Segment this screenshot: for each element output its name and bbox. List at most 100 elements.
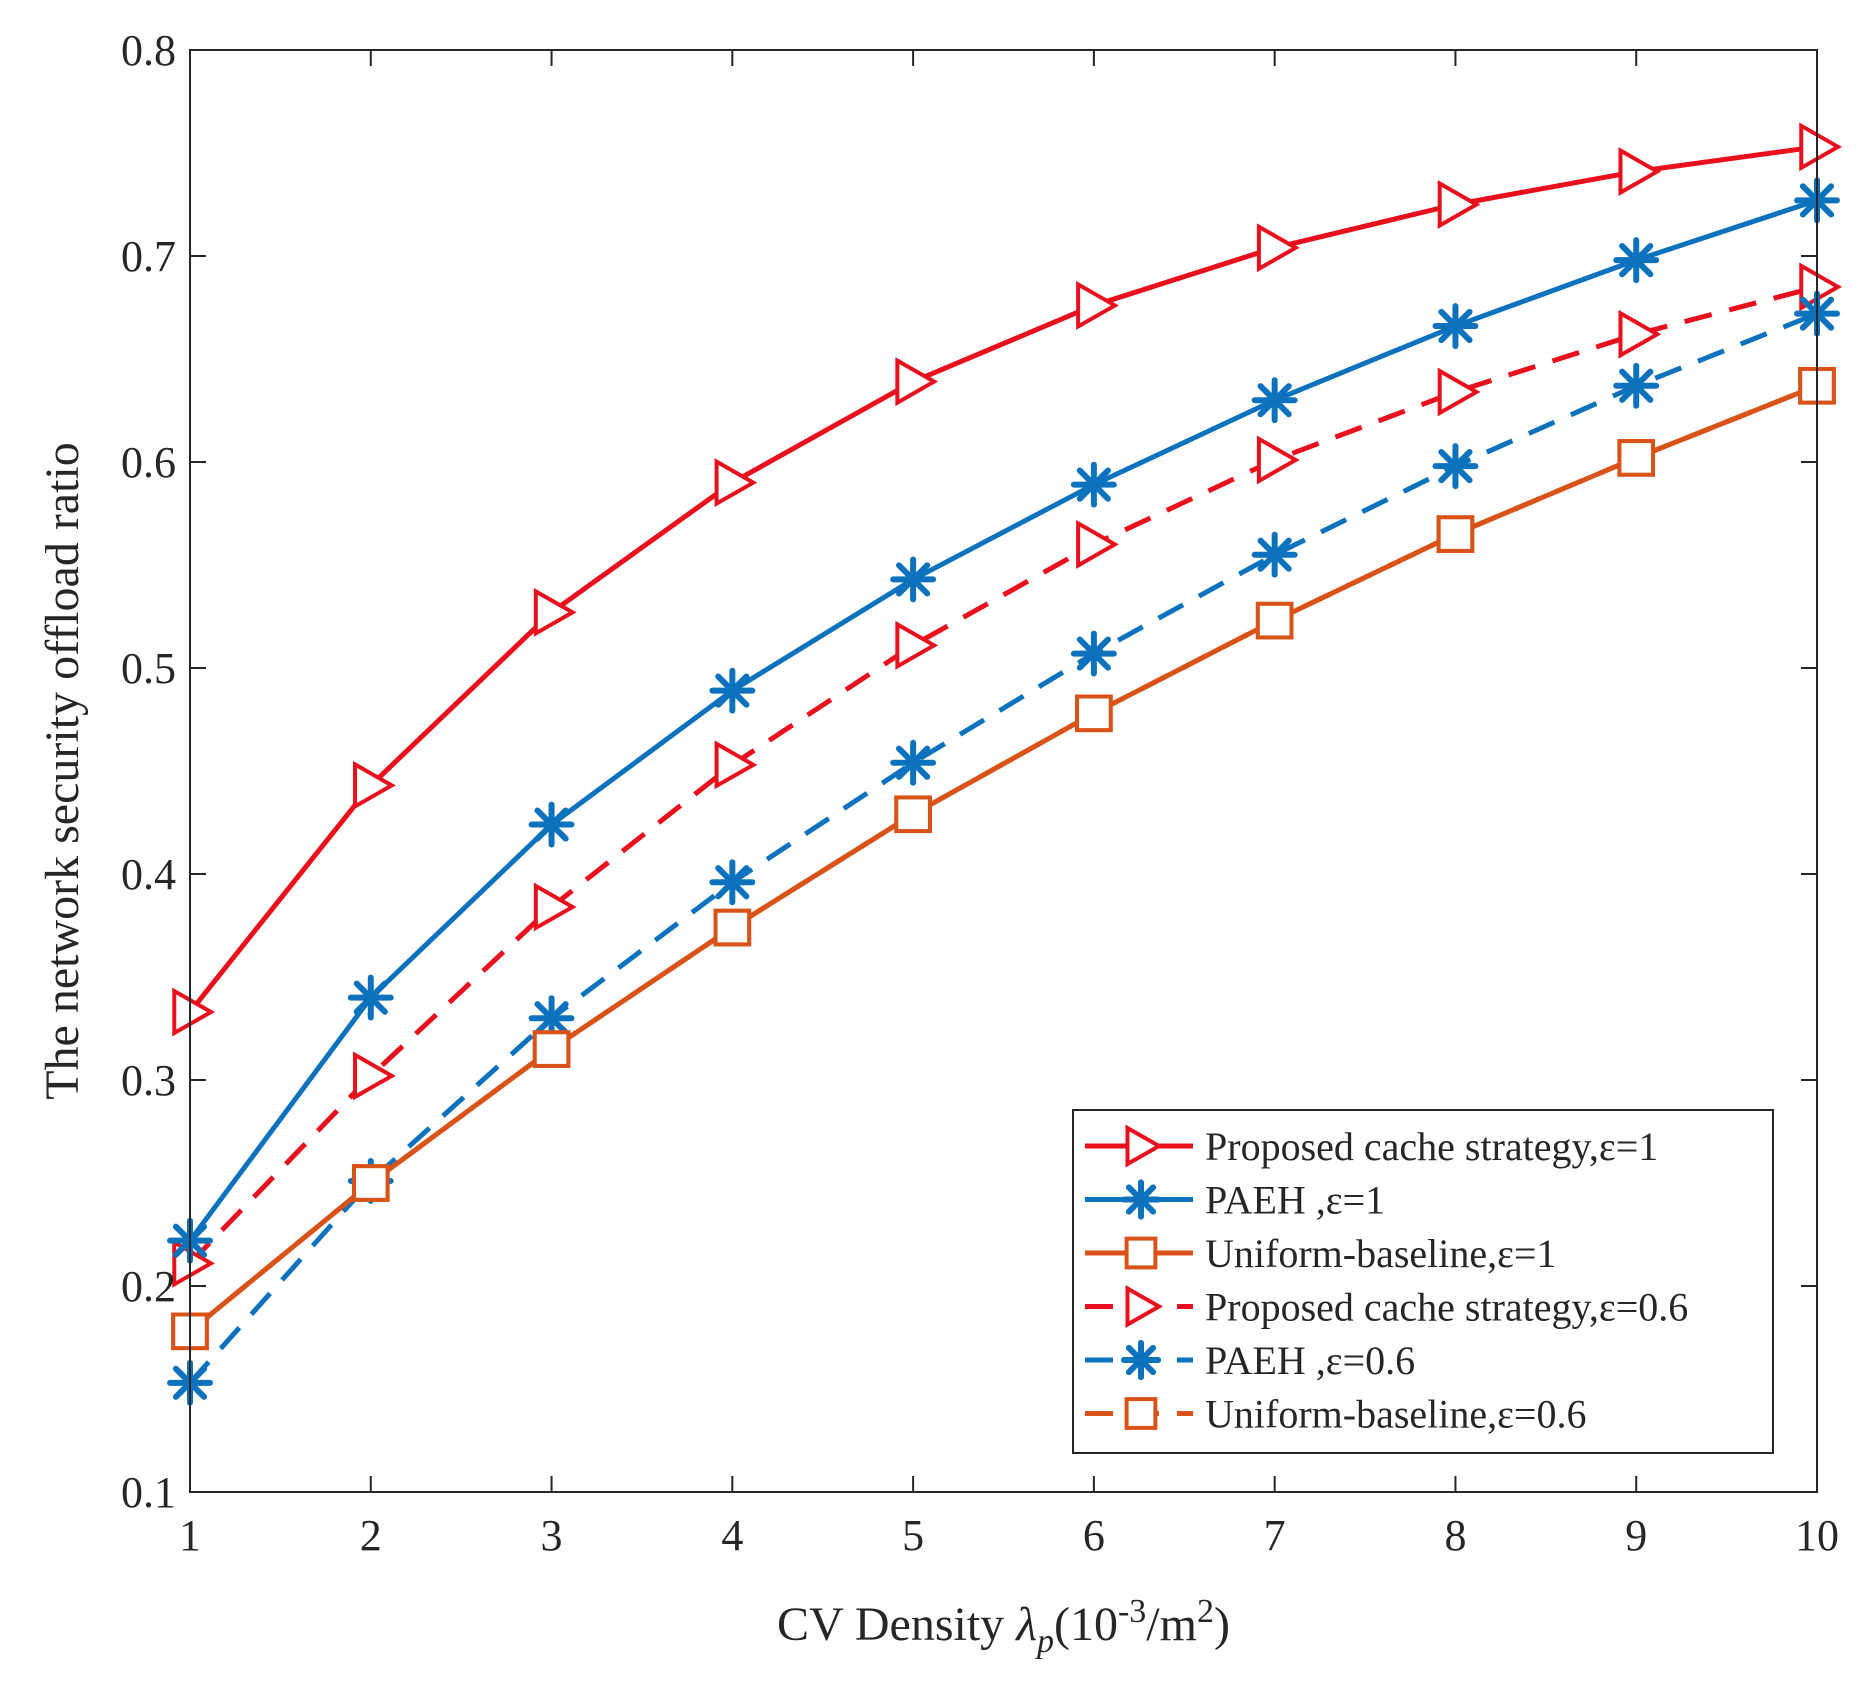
axis-titles: The network security offload ratio CV De…	[36, 442, 1230, 1660]
legend-label: Uniform-baseline,ε=1	[1205, 1231, 1556, 1276]
data-point	[351, 1164, 390, 1202]
x-tick-label: 2	[360, 1511, 382, 1560]
x-tick-label: 5	[902, 1511, 924, 1560]
legend-entry: PAEH ,ε=1	[1085, 1178, 1385, 1223]
data-point	[347, 974, 394, 1021]
x-axis-title-symbol: λ	[1014, 1598, 1037, 1651]
legend-entry: Uniform-baseline,ε=1	[1085, 1231, 1556, 1276]
series-line	[188, 284, 1818, 1266]
y-tick-label: 0.7	[121, 232, 176, 281]
legend-marker	[1124, 1397, 1158, 1430]
legend-label: PAEH ,ε=0.6	[1205, 1338, 1415, 1383]
y-axis-title: The network security offload ratio	[36, 442, 89, 1100]
axes-layer: 1 2 3 4 5 6 7 8 9 10 0.1 0.2 0.3 0.4 0.5 0.6 0.7 0.8	[121, 26, 1839, 1560]
x-tick-label: 8	[1444, 1511, 1466, 1560]
x-tick-label: 4	[721, 1511, 743, 1560]
legend-label: PAEH ,ε=1	[1205, 1178, 1385, 1223]
data-point	[714, 740, 758, 790]
data-point	[890, 556, 937, 603]
data-point	[1437, 180, 1481, 229]
data-point	[1256, 435, 1300, 485]
series-2	[167, 177, 1840, 1264]
x-axis-title-subscript: p	[1035, 1623, 1054, 1660]
legend-box	[1072, 1109, 1774, 1454]
y-tick-label: 0.5	[121, 644, 176, 693]
x-tick-label: 10	[1795, 1511, 1839, 1560]
data-point	[709, 859, 756, 906]
plot-area-border	[189, 49, 1818, 1493]
y-tick-label: 0.2	[121, 1262, 176, 1311]
data-point	[1075, 694, 1113, 733]
data-point	[1076, 280, 1119, 330]
y-tick-label: 0.3	[121, 1056, 176, 1105]
data-point	[1251, 377, 1298, 424]
y-tick-label: 0.4	[121, 850, 176, 899]
data-point	[714, 458, 758, 508]
x-axis-title-unit-exp: -3	[1118, 1593, 1146, 1630]
series-1	[172, 122, 1843, 1037]
series-line	[188, 383, 1818, 1334]
legend-label: Proposed cache strategy,ε=0.6	[1205, 1285, 1688, 1330]
x-tick-label: 7	[1264, 1511, 1286, 1560]
data-point	[1255, 601, 1294, 640]
y-tick-label: 0.6	[121, 438, 176, 487]
legend-label: Proposed cache strategy,ε=1	[1205, 1124, 1658, 1169]
data-point	[532, 1030, 571, 1068]
legend-marker	[1120, 1339, 1162, 1381]
data-point	[1617, 439, 1656, 477]
data-point	[1070, 461, 1117, 508]
series-line	[188, 311, 1818, 1385]
data-point	[1432, 443, 1479, 490]
data-point	[894, 795, 932, 834]
legend-label: Uniform-baseline,ε=0.6	[1205, 1392, 1586, 1437]
x-axis-title: CV Density λp(10-3/m2)	[777, 1593, 1230, 1660]
legend: Proposed cache strategy,ε=1 PAEH ,ε=1 Unif…	[1072, 1109, 1774, 1454]
legend-marker	[1120, 1179, 1162, 1220]
data-point	[1070, 630, 1117, 677]
x-axis-title-unit-open: (10	[1054, 1598, 1118, 1651]
data-point	[1618, 147, 1662, 196]
data-point	[528, 995, 575, 1042]
series-line	[187, 198, 1818, 1243]
data-point	[528, 801, 575, 848]
data-point	[353, 1051, 396, 1101]
y-tick-label: 0.1	[121, 1468, 176, 1517]
data-point	[1436, 515, 1475, 553]
legend-marker	[1125, 1285, 1164, 1328]
data-point	[172, 987, 216, 1037]
data-point	[895, 357, 939, 407]
data-point	[1076, 519, 1119, 569]
data-point	[353, 760, 396, 810]
x-axis-title-unit-exp2: 2	[1197, 1593, 1214, 1630]
data-point	[533, 587, 577, 637]
data-point	[1437, 367, 1481, 417]
legend-marker	[1125, 1124, 1164, 1168]
data-point	[1618, 309, 1662, 359]
x-tick-label: 6	[1083, 1511, 1105, 1560]
data-point	[1613, 362, 1660, 409]
data-point	[713, 908, 752, 947]
data-point	[890, 739, 937, 786]
data-point	[1613, 237, 1660, 284]
legend-entry: Uniform-baseline,ε=0.6	[1085, 1392, 1586, 1437]
data-point	[1256, 223, 1300, 273]
legend-entry: PAEH ,ε=0.6	[1085, 1338, 1415, 1383]
y-tick-label: 0.8	[121, 26, 176, 75]
series-4	[172, 262, 1843, 1288]
data-point	[1432, 303, 1479, 349]
legend-marker	[1124, 1236, 1158, 1270]
series-layer	[167, 122, 1843, 1406]
x-tick-label: 3	[541, 1511, 563, 1560]
data-point	[709, 667, 756, 714]
legend-entry: Proposed cache strategy,ε=1	[1085, 1124, 1658, 1169]
x-tick-label: 1	[179, 1511, 201, 1560]
series-line	[188, 144, 1818, 1014]
legend-entry: Proposed cache strategy,ε=0.6	[1085, 1285, 1688, 1330]
x-axis-title-prefix: CV Density	[777, 1598, 1016, 1651]
x-axis-title-unit-mid: /m	[1146, 1598, 1197, 1651]
data-point	[1251, 531, 1298, 578]
data-point	[533, 882, 577, 932]
x-axis-title-unit-close: )	[1214, 1598, 1230, 1651]
